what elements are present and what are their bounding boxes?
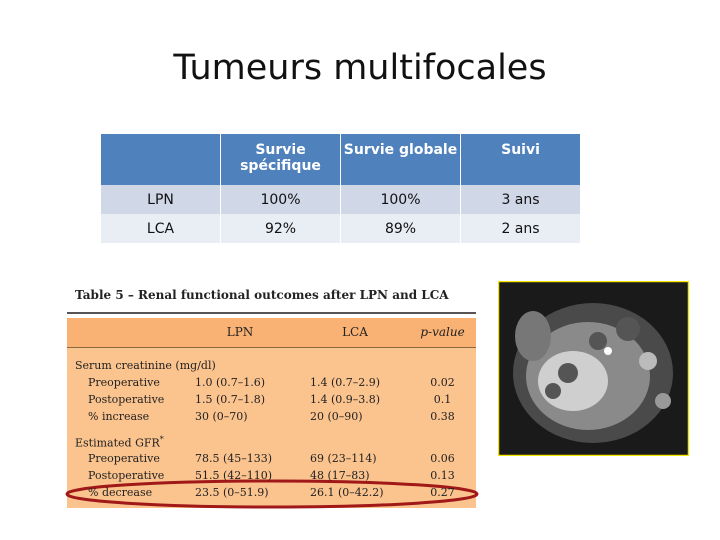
table-cell: Preoperative bbox=[88, 376, 160, 389]
column-header: Survie globale bbox=[341, 134, 461, 185]
table-cell: 69 (23–114) bbox=[310, 452, 377, 465]
table-cell: 2 ans bbox=[461, 214, 581, 243]
table-cell: Preoperative bbox=[88, 452, 160, 465]
column-header: LPN bbox=[226, 325, 254, 339]
header-corner bbox=[101, 134, 221, 185]
table-cell: % decrease bbox=[88, 486, 153, 499]
outcomes-box bbox=[67, 318, 476, 508]
table-cell: 20 (0–90) bbox=[310, 410, 363, 423]
table-cell: % increase bbox=[88, 410, 150, 423]
column-header: Survie spécifique bbox=[221, 134, 341, 185]
table-cell: 48 (17–83) bbox=[310, 469, 370, 482]
table-cell: 3 ans bbox=[461, 185, 581, 214]
table-cell: 0.06 bbox=[430, 452, 455, 465]
table-cell: 100% bbox=[221, 185, 341, 214]
outcomes-header bbox=[67, 318, 476, 348]
table-cell: 0.13 bbox=[430, 469, 455, 482]
table-cell: 23.5 (0–51.9) bbox=[195, 486, 269, 499]
outcomes-title: Table 5 – Renal functional outcomes afte… bbox=[75, 288, 449, 302]
table-cell: 78.5 (45–133) bbox=[195, 452, 273, 465]
table-cell: 1.0 (0.7–1.6) bbox=[195, 376, 266, 389]
table-cell: 30 (0–70) bbox=[195, 410, 248, 423]
table-cell: 26.1 (0–42.2) bbox=[310, 486, 384, 499]
table-cell: 100% bbox=[341, 185, 461, 214]
table-cell: 92% bbox=[221, 214, 341, 243]
table-cell: 0.1 bbox=[433, 393, 452, 406]
table-cell: 1.4 (0.7–2.9) bbox=[310, 376, 381, 389]
table-cell: 0.38 bbox=[430, 410, 455, 423]
rule bbox=[67, 312, 476, 314]
column-header: LCA bbox=[342, 325, 368, 339]
ct-image bbox=[498, 281, 689, 456]
table-cell: 1.5 (0.7–1.8) bbox=[195, 393, 266, 406]
table-cell: 0.02 bbox=[430, 376, 455, 389]
column-header: Suivi bbox=[461, 134, 581, 185]
table-cell: 1.4 (0.9–3.8) bbox=[310, 393, 381, 406]
table-cell: LCA bbox=[101, 214, 221, 243]
table-cell: LPN bbox=[101, 185, 221, 214]
slide-title: Tumeurs multifocales bbox=[173, 48, 547, 88]
table-cell: 89% bbox=[341, 214, 461, 243]
column-header: p-value bbox=[420, 325, 465, 339]
table-cell: 51.5 (42–110) bbox=[195, 469, 273, 482]
table-cell: Postoperative bbox=[88, 393, 165, 406]
section-name: Serum creatinine (mg/dl) bbox=[75, 359, 216, 372]
section-name: Estimated GFR* bbox=[75, 435, 164, 450]
table-cell: 0.27 bbox=[430, 486, 455, 499]
table-cell: Postoperative bbox=[88, 469, 165, 482]
footnote-mark: * bbox=[159, 435, 164, 444]
